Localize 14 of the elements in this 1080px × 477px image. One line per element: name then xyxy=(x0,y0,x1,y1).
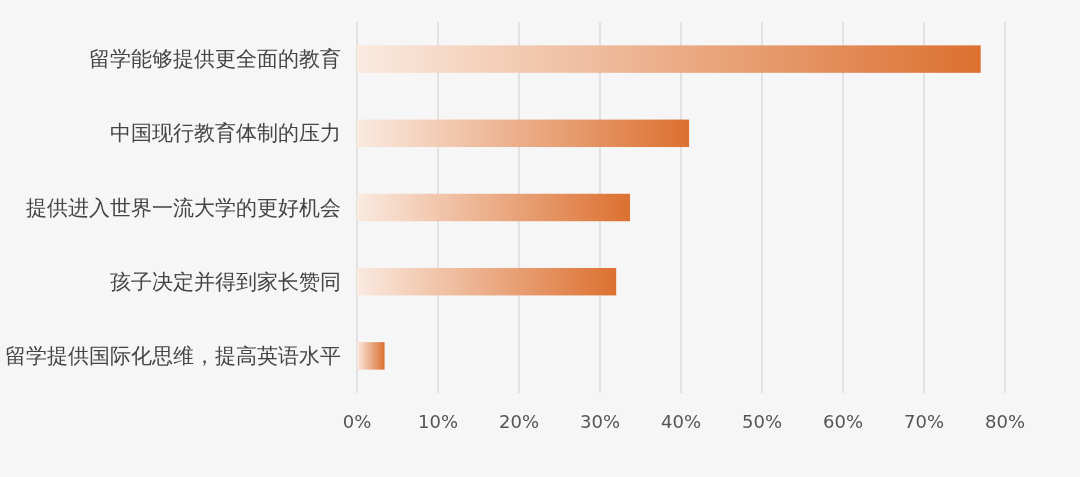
x-tick-label: 30% xyxy=(579,411,621,432)
x-tick-label: 10% xyxy=(417,411,459,432)
y-tick-label: 提供进入世界一流大学的更好机会 xyxy=(26,195,341,220)
x-tick-label: 0% xyxy=(342,411,372,432)
y-tick-label: 中国现行教育体制的压力 xyxy=(110,121,341,146)
x-tick-label: 50% xyxy=(741,411,783,432)
x-tick-label: 60% xyxy=(822,411,864,432)
x-tick-label: 80% xyxy=(984,411,1026,432)
x-tick-label: 40% xyxy=(660,411,702,432)
x-tick-label: 20% xyxy=(498,411,540,432)
y-tick-label: 留学提供国际化思维，提高英语水平 xyxy=(5,343,341,368)
y-tick-label: 孩子决定并得到家长赞同 xyxy=(110,269,341,294)
y-tick-label: 留学能够提供更全面的教育 xyxy=(89,47,341,72)
x-tick-label: 70% xyxy=(903,411,945,432)
